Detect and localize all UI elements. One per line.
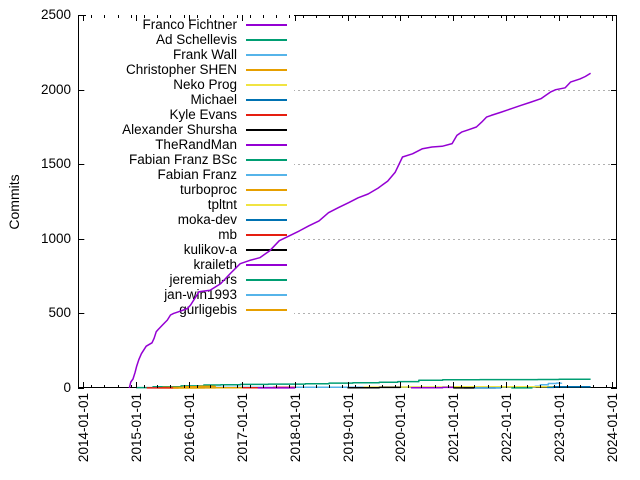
legend-entry-fabian-franz-bsc: Fabian Franz BSc <box>86 152 294 167</box>
legend-label: TheRandMan <box>155 137 237 152</box>
legend-line-sample <box>246 278 287 281</box>
legend-entry-kyle-evans: Kyle Evans <box>86 107 294 122</box>
legend-label: turboproc <box>179 182 237 197</box>
legend-entry-franco-fichtner: Franco Fichtner <box>86 17 294 32</box>
legend-line-sample <box>246 23 287 26</box>
legend-entry-therandman: TheRandMan <box>86 137 294 152</box>
series-line-michael <box>547 385 591 389</box>
legend-entry-turboproc: turboproc <box>86 182 294 197</box>
legend-line-sample <box>246 233 287 236</box>
legend-line-sample <box>246 293 287 296</box>
legend-entry-tpltnt: tpltnt <box>86 197 294 212</box>
legend-line-sample <box>246 83 287 86</box>
legend-label: Kyle Evans <box>169 107 237 122</box>
legend-entry-mb: mb <box>86 227 294 242</box>
legend-label: Christopher SHEN <box>125 62 237 77</box>
legend-label: Ad Schellevis <box>155 32 237 47</box>
legend-line-sample <box>246 173 287 176</box>
legend-label: gurligebis <box>179 302 237 317</box>
legend-entry-gurligebis: gurligebis <box>86 302 294 317</box>
legend-entry-moka-dev: moka-dev <box>86 212 294 227</box>
legend-label: Michael <box>190 92 237 107</box>
legend-label: Neko Prog <box>173 77 237 92</box>
legend-entry-frank-wall: Frank Wall <box>86 47 294 62</box>
legend-line-sample <box>246 203 287 206</box>
legend-entry-michael: Michael <box>86 92 294 107</box>
legend-line-sample <box>246 218 287 221</box>
legend-entry-alexander-shursha: Alexander Shursha <box>86 122 294 137</box>
legend-entry-kraileth: kraileth <box>86 257 294 272</box>
legend-entry-fabian-franz: Fabian Franz <box>86 167 294 182</box>
legend-line-sample <box>246 38 287 41</box>
legend-line-sample <box>246 248 287 251</box>
legend-entry-kulikov-a: kulikov-a <box>86 242 294 257</box>
legend-line-sample <box>246 68 287 71</box>
legend: Franco Fichtner Ad Schellevis Frank Wall Ch… <box>86 14 294 320</box>
legend-label: Fabian Franz <box>157 167 237 182</box>
legend-line-sample <box>246 113 287 116</box>
legend-line-sample <box>246 263 287 266</box>
legend-label: jan-win1993 <box>164 287 237 302</box>
legend-label: mb <box>218 227 237 242</box>
legend-label: Franco Fichtner <box>142 17 237 32</box>
legend-label: kraileth <box>193 257 237 272</box>
legend-label: kulikov-a <box>183 242 237 257</box>
legend-label: moka-dev <box>177 212 237 227</box>
legend-label: Frank Wall <box>172 47 237 62</box>
legend-line-sample <box>246 143 287 146</box>
legend-line-sample <box>246 158 287 161</box>
legend-line-sample <box>246 53 287 56</box>
legend-entry-christopher-shen: Christopher SHEN <box>86 62 294 77</box>
legend-label: Fabian Franz BSc <box>128 152 237 167</box>
legend-line-sample <box>246 308 287 311</box>
legend-entry-ad-schellevis: Ad Schellevis <box>86 32 294 47</box>
legend-line-sample <box>246 98 287 101</box>
legend-entry-neko-prog: Neko Prog <box>86 77 294 92</box>
series-line-franco-fichtner <box>128 72 591 389</box>
legend-entry-jan-win1993: jan-win1993 <box>86 287 294 302</box>
legend-label: Alexander Shursha <box>122 122 237 137</box>
legend-line-sample <box>246 128 287 131</box>
legend-line-sample <box>246 188 287 191</box>
legend-label: tpltnt <box>207 197 237 212</box>
